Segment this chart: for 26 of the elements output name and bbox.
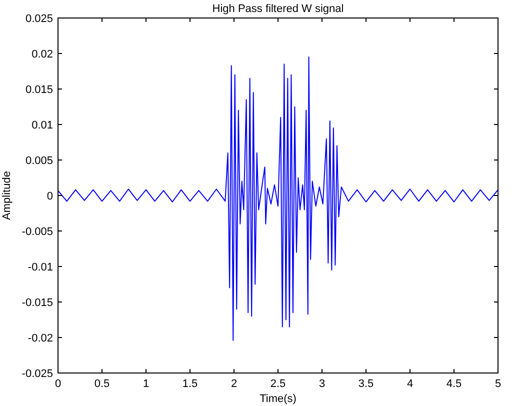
x-tick-label: 1.5: [182, 378, 198, 390]
x-tick-label: 3: [318, 378, 326, 390]
x-tick-label: 0: [54, 378, 62, 390]
y-tick-label: 0.025: [25, 13, 53, 25]
y-tick-label: -0.015: [22, 297, 53, 309]
y-tick-label: 0.015: [25, 84, 53, 96]
y-tick-label: -0.025: [22, 368, 53, 380]
y-axis-title: Amplitude: [1, 171, 13, 220]
x-tick-label: 3.5: [358, 378, 374, 390]
line-series: [58, 56, 498, 341]
x-tick-label: 2.5: [270, 378, 286, 390]
x-tick-label: 5: [494, 378, 502, 390]
x-tick-label: 2: [230, 378, 238, 390]
y-tick-label: -0.02: [28, 332, 53, 344]
y-tick-label: 0.02: [32, 48, 53, 60]
y-tick-label: 0.005: [25, 155, 53, 167]
x-tick-label: 4.5: [446, 378, 462, 390]
y-tick-label: 0.01: [32, 120, 53, 132]
y-tick-label: 0: [46, 190, 53, 202]
x-tick-label: 4: [406, 378, 414, 390]
y-tick-label: -0.005: [22, 226, 53, 238]
x-axis-title: Time(s): [260, 393, 296, 405]
x-tick-label: 1: [142, 378, 150, 390]
y-tick-label: -0.01: [28, 262, 53, 274]
chart-title: High Pass filtered W signal: [212, 3, 344, 15]
x-tick-label: 0.5: [94, 378, 110, 390]
